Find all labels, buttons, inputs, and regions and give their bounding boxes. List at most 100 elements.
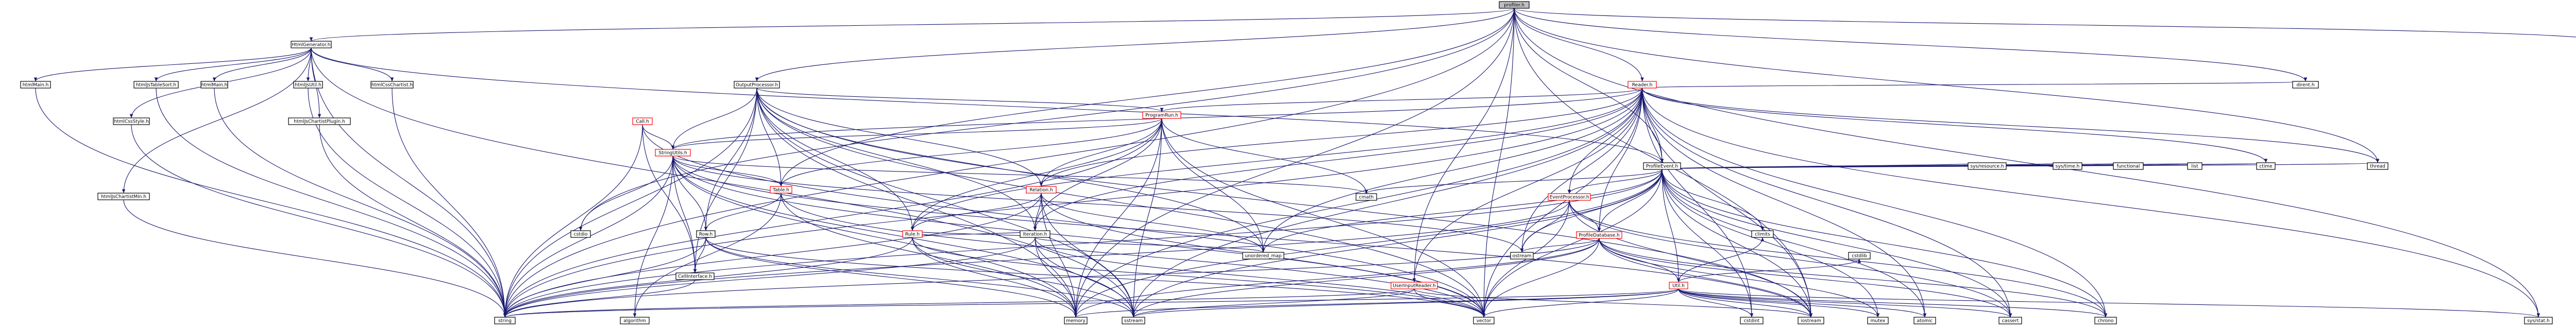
edge-outputProcessor-to-string <box>503 88 757 318</box>
edge-outputProcessor-to-programRun <box>756 88 1164 112</box>
node-sysStat[interactable]: sys/stat.h <box>2524 317 2553 324</box>
node-vector-label: vector <box>1477 319 1492 324</box>
node-htmlMain[interactable]: htmlMain.h <box>20 81 51 89</box>
node-htmlJsChartistPlugin[interactable]: htmlJsChartistPlugin.h <box>288 117 351 125</box>
edge-profiler-to-htmlGenerator <box>310 8 1515 42</box>
node-climits[interactable]: climits <box>1751 230 1774 238</box>
node-mutex-box <box>1867 317 1889 324</box>
node-ctime[interactable]: ctime <box>2256 162 2276 170</box>
edge-programRun-to-iteration <box>1033 118 1162 231</box>
edge-row-to-cellInterface <box>693 237 706 273</box>
node-memory[interactable]: memory <box>1064 317 1088 324</box>
node-iteration-box <box>1020 230 1050 238</box>
node-profiler-box <box>1499 1 1530 9</box>
node-thread[interactable]: thread <box>2367 162 2388 170</box>
node-algorithm-box <box>620 317 650 324</box>
node-htmlCssStyle[interactable]: htmlCssStyle.h <box>113 117 150 125</box>
node-ostream-label: ostream <box>1512 254 1531 259</box>
node-iostream-box <box>1798 317 1824 324</box>
edge-profileEvent-to-thread <box>1662 162 2379 170</box>
edge-relation-to-unordered_map <box>1041 193 1265 253</box>
edge-outputProcessor-to-table <box>756 88 783 187</box>
node-row-label: Row.h <box>699 232 713 237</box>
edge-stringUtils-to-cstdio <box>579 156 673 231</box>
node-table[interactable]: Table.h <box>770 186 792 194</box>
node-htmlCssChartist-box <box>370 81 414 89</box>
node-relation[interactable]: Relation.h <box>1026 186 1057 194</box>
node-atomic[interactable]: atomic <box>1913 317 1936 324</box>
node-iteration[interactable]: Iteration.h <box>1020 230 1050 238</box>
node-profileEvent[interactable]: ProfileEvent.h <box>1643 162 1681 170</box>
node-reader[interactable]: Reader.h <box>1628 81 1657 89</box>
node-htmlJsChartistPlugin-label: htmlJsChartistPlugin.h <box>294 119 345 125</box>
node-cstdio[interactable]: cstdio <box>570 230 591 238</box>
edge-programRun-to-unordered_map <box>1161 118 1265 253</box>
node-sysTime[interactable]: sys/time.h <box>2053 162 2082 170</box>
edge-outputProcessor-to-row <box>704 88 757 231</box>
node-sstream[interactable]: sstream <box>1122 317 1145 324</box>
node-cstdint[interactable]: cstdint <box>1740 317 1764 324</box>
edge-programRun-to-string <box>503 118 1162 318</box>
node-string[interactable]: string <box>494 317 516 324</box>
node-thread-label: thread <box>2370 164 2385 169</box>
node-chrono[interactable]: chrono <box>2094 317 2117 324</box>
edge-util-to-string <box>503 288 1679 318</box>
node-stringUtils[interactable]: StringUtils.h <box>655 149 691 157</box>
node-mutex[interactable]: mutex <box>1867 317 1889 324</box>
edge-stringUtils-to-memory <box>672 156 1078 318</box>
node-unordered_map[interactable]: unordered_map <box>1242 252 1284 260</box>
edge-outputProcessor-to-relation <box>756 88 1043 187</box>
edge-profiler-to-thread <box>1514 8 2380 163</box>
edge-relation-to-sstream <box>1041 193 1136 318</box>
node-rule[interactable]: Rule.h <box>902 230 923 238</box>
edge-htmlGenerator-to-htmlJsTableSort <box>154 47 312 82</box>
node-dirent[interactable]: dirent.h <box>2292 81 2319 89</box>
node-cstdlib[interactable]: cstdlib <box>1848 252 1871 260</box>
edge-profileEvent-to-unordered_map <box>1261 169 1663 253</box>
node-rule-label: Rule.h <box>905 232 920 237</box>
node-eventProcessor[interactable]: EventProcessor.h <box>1548 193 1591 201</box>
node-iostream[interactable]: iostream <box>1798 317 1824 324</box>
node-call[interactable]: Call.h <box>632 117 653 125</box>
node-htmlGenerator[interactable]: HtmlGenerator.h <box>291 41 332 48</box>
node-sstream-box <box>1122 317 1145 324</box>
node-functional[interactable]: functional <box>2113 162 2144 170</box>
node-cellInterface[interactable]: CellInterface.h <box>675 272 715 280</box>
edge-programRun-to-rule <box>910 118 1162 231</box>
node-htmlJsChartistMin[interactable]: htmlJsChartistMin.h <box>97 193 150 200</box>
edge-profiler-to-outputProcessor <box>755 8 1515 82</box>
edge-stringUtils-to-cellInterface <box>672 156 697 273</box>
node-row[interactable]: Row.h <box>696 230 716 238</box>
edge-reader-to-memory <box>1074 88 1643 318</box>
node-sysStat-label: sys/stat.h <box>2527 319 2550 324</box>
edge-profiler-to-userInputReader <box>1412 8 1515 283</box>
node-htmlMainHtml[interactable]: htmlMain.h <box>200 81 228 89</box>
edge-eventProcessor-to-chrono <box>1569 200 2108 318</box>
node-profileDatabase[interactable]: ProfileDatabase.h <box>1576 231 1622 239</box>
node-dirent-box <box>2292 81 2319 89</box>
node-algorithm[interactable]: algorithm <box>620 317 650 324</box>
node-outputProcessor[interactable]: OutputProcessor.h <box>734 81 780 89</box>
node-cmath[interactable]: cmath <box>1355 193 1377 201</box>
node-cstdio-label: cstdio <box>574 232 588 237</box>
edge-programRun-to-stringUtils <box>671 118 1162 150</box>
edge-reader-to-userInputReader <box>1412 88 1643 283</box>
edge-profileDatabase-to-memory <box>1074 238 1600 318</box>
edge-profileDatabase-to-chrono <box>1599 238 2108 318</box>
node-unordered_map-box <box>1242 252 1284 260</box>
edge-reader-to-thread <box>1641 88 2380 163</box>
node-cassert[interactable]: cassert <box>1998 317 2022 324</box>
node-htmlCssChartist[interactable]: htmlCssChartist.h <box>370 81 414 89</box>
edge-profiler-to-profileEvent <box>1514 8 1664 163</box>
node-util[interactable]: Util.h <box>1669 282 1688 289</box>
node-htmlJsUtil[interactable]: htmlJsUtil.h <box>293 81 323 89</box>
node-ostream[interactable]: ostream <box>1510 252 1534 260</box>
node-userInputReader[interactable]: UserInputReader.h <box>1391 282 1438 289</box>
edge-call-to-cellInterface <box>642 124 697 273</box>
node-sysResource[interactable]: sys/resource.h <box>1968 162 2007 170</box>
node-vector[interactable]: vector <box>1473 317 1495 324</box>
edge-htmlCssStyle-to-string <box>131 124 507 318</box>
node-programRun[interactable]: ProgramRun.h <box>1142 111 1181 119</box>
node-htmlJsTableSort[interactable]: htmlJsTableSort.h <box>133 81 179 89</box>
node-list[interactable]: list <box>2187 162 2202 170</box>
